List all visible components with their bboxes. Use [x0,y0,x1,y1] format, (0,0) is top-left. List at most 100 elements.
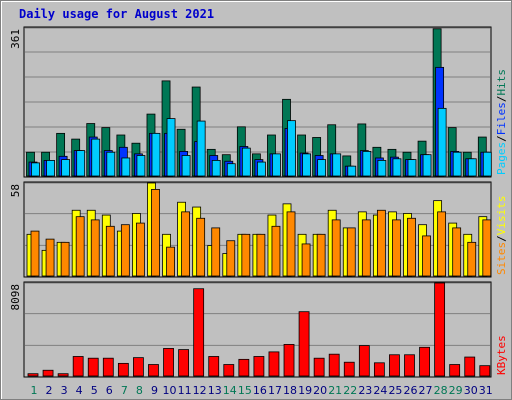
sites-bar [316,233,326,277]
day-label: 28 [434,384,448,397]
sites-bar [361,219,371,277]
kbytes-bar [253,356,265,377]
pages-bar [392,158,402,177]
pages-bar [61,159,71,177]
day-label: 5 [91,384,98,397]
kbytes-bar [57,373,69,377]
pages-bar [76,150,86,177]
kbytes-bar [283,344,295,377]
sites-bar [75,216,85,277]
kbytes-bar [193,288,205,377]
sites-bar [286,211,296,277]
day-label: 3 [61,384,68,397]
chart-title: Daily usage for August 2021 [19,7,215,21]
sites-bar [45,238,55,277]
day-label: 27 [419,384,433,397]
pages-bar [377,160,387,177]
kbytes-bar [117,362,129,377]
pages-bar [287,120,296,177]
max-value-label: 58 [9,184,22,197]
sites-bar [301,243,311,277]
day-label: 12 [193,384,207,397]
sites-bar [120,224,130,277]
day-label: 26 [404,384,418,397]
kbytes-bar [328,353,340,377]
sites-bar [452,227,462,277]
pages-bar [452,151,462,177]
day-label: 31 [479,384,493,397]
legend-entry: / [495,96,508,103]
day-label: 8 [136,384,143,397]
kbytes-bar [42,369,54,377]
day-label: 17 [268,384,282,397]
legend-entry: / [495,235,508,242]
max-value-label: 361 [9,29,22,49]
day-label: 22 [343,384,357,397]
kbytes-bar [163,348,174,377]
pages-bar [31,162,40,177]
pages-bar [482,151,492,177]
kbytes-bar [298,311,310,377]
kbytes-bar [208,356,220,377]
sites-bar [482,219,492,277]
kbytes-bar [313,357,325,377]
kbytes-bar [373,362,385,377]
kbytes-bar [479,365,491,377]
day-label: 14 [223,384,237,397]
legend-entry: KBytes [495,335,508,375]
sites-bar [60,241,70,277]
pages-bar [106,151,116,177]
pages-bar [272,153,281,177]
kbytes-bar [434,282,446,377]
day-label: 16 [253,384,267,397]
day-label: 20 [313,384,327,397]
sites-bar [136,222,145,277]
sites-bar [241,233,251,277]
pages-bar [467,158,477,177]
kbytes-bar [404,354,415,377]
day-label: 23 [358,384,372,397]
kbytes-bar [389,354,400,377]
pages-bar [211,160,221,177]
day-label: 13 [208,384,222,397]
legend-entry: Visits [495,196,508,236]
day-label: 2 [46,384,53,397]
day-label: 9 [151,384,158,397]
pages-bar [422,154,432,177]
kbytes-bar [87,357,99,377]
sites-bar [256,233,266,277]
sites-bar [211,227,221,277]
legend: KBytes [495,335,508,375]
max-value-label: 8098 [9,284,22,311]
day-label: 25 [388,384,402,397]
sites-bar [181,211,191,277]
legend-entry: Pages [495,142,508,175]
sites-bar [151,189,160,277]
legend: Sites/Visits [495,196,508,276]
sites-bar [346,227,356,277]
pages-bar [181,155,191,177]
day-label: 6 [106,384,113,397]
pages-bar [151,132,161,177]
pages-bar [362,151,372,177]
pages-bar [256,161,266,177]
sites-bar [392,219,401,277]
kbytes-bar [133,357,144,377]
sites-bar [407,217,416,277]
pages-bar [136,155,146,177]
sites-bar [166,246,175,277]
sites-bar [422,235,431,277]
pages-bar [226,163,236,177]
day-label: 24 [373,384,387,397]
kbytes-bar [358,345,370,377]
kbytes-bar [148,364,159,377]
pages-bar [121,157,131,177]
sites-bar [467,241,477,277]
sites-bar [226,240,236,277]
pages-bar [241,147,251,177]
kbytes-bar [464,356,476,377]
sites-bar [196,217,206,277]
sites-bar [105,225,115,277]
